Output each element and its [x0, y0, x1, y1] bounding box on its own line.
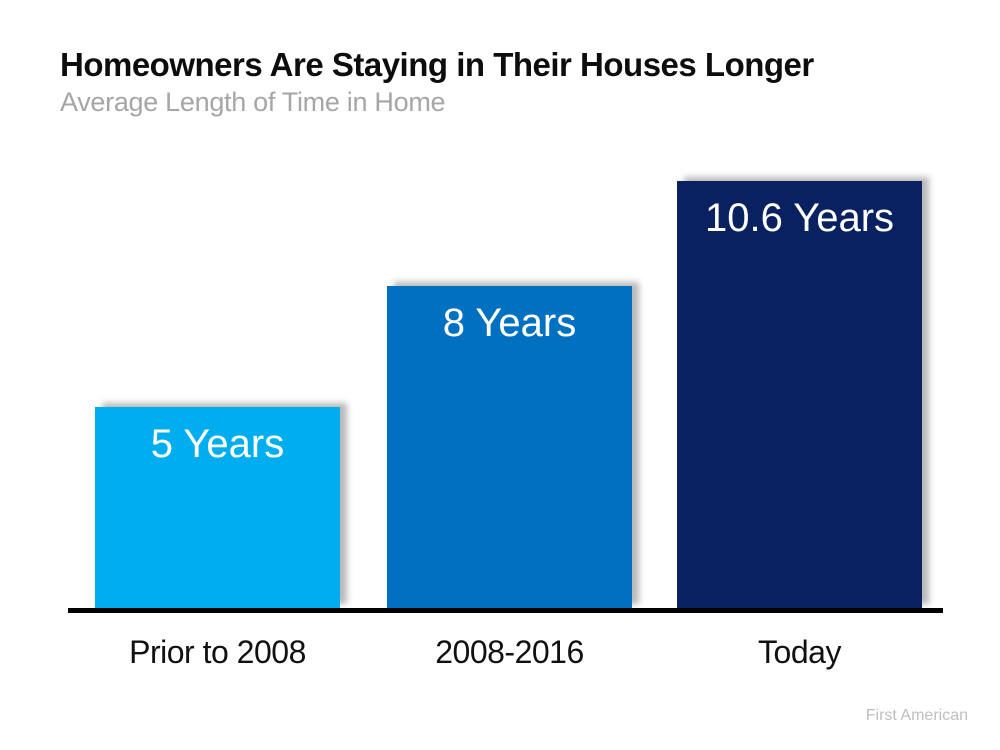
- x-axis-line: [68, 608, 943, 613]
- x-axis-label-2008-2016: 2008-2016: [435, 634, 584, 670]
- chart-subtitle: Average Length of Time in Home: [60, 86, 446, 117]
- chart-title: Homeowners Are Staying in Their Houses L…: [60, 46, 814, 83]
- bar-value-label: 5 Years: [150, 422, 285, 466]
- bar-today: 10.6 Years: [677, 181, 922, 608]
- bar-value-label: 10.6 Years: [704, 196, 895, 240]
- source-attribution: First American: [865, 707, 968, 724]
- x-axis-label-today: Today: [758, 634, 841, 670]
- bar-value-label: 8 Years: [442, 301, 577, 345]
- bar-2008-2016: 8 Years: [387, 286, 632, 608]
- bar-prior-to-2008: 5 Years: [95, 407, 340, 608]
- chart-header: Homeowners Are Staying in Their Houses L…: [60, 46, 814, 118]
- x-axis-label-prior-to-2008: Prior to 2008: [129, 634, 306, 670]
